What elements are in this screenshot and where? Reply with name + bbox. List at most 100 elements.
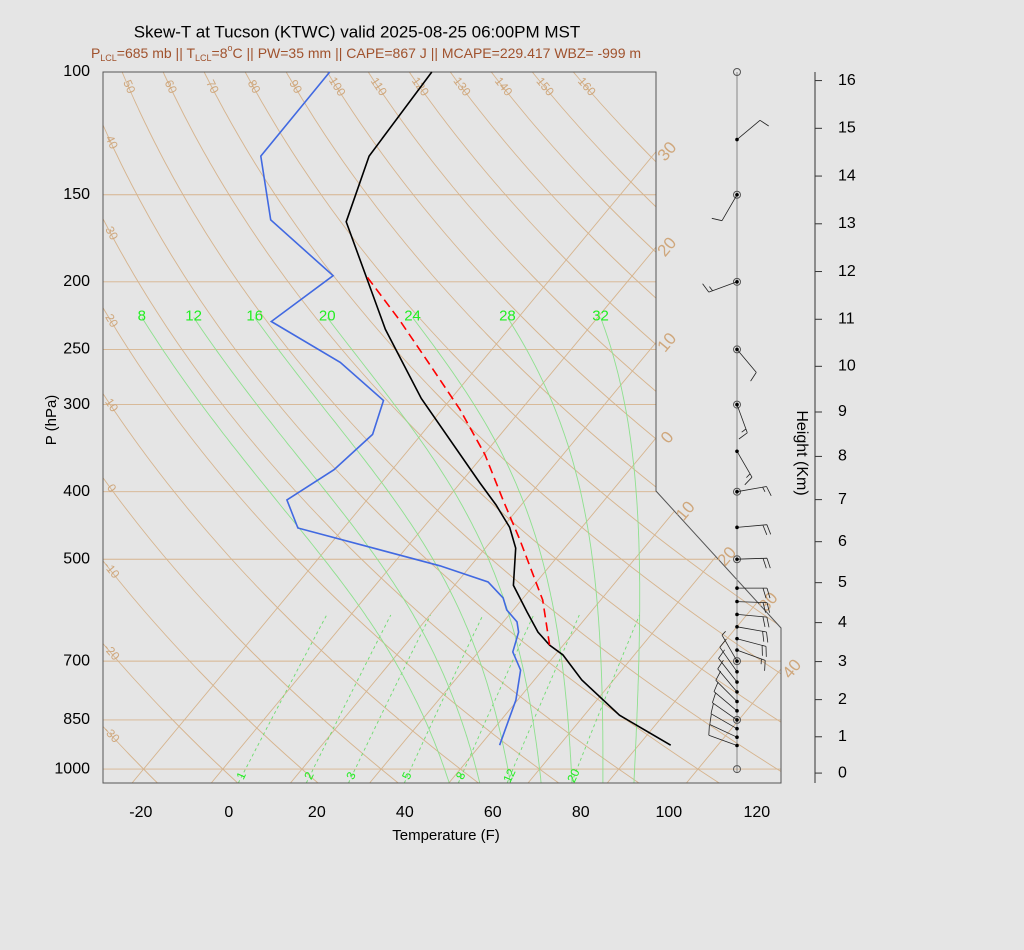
plot-border (102, 71, 782, 784)
moist-adiabat-label: 16 (246, 307, 263, 324)
dry-adiabat (285, 72, 781, 783)
y2-tick-label: 6 (838, 533, 847, 550)
y2-tick-label: 4 (838, 614, 847, 631)
dry-adiabat-label: 80 (245, 77, 264, 96)
wind-barb (715, 670, 738, 702)
x-tick-label: 120 (743, 804, 770, 821)
wind-level-dot (735, 669, 739, 674)
y2-tick-label: 10 (838, 358, 856, 375)
mixing-ratio-line (571, 614, 640, 783)
y2-tick-label: 5 (838, 574, 847, 591)
mandatory-level-circle (733, 68, 741, 76)
wind-level-dot (735, 192, 739, 197)
y2-tick-label: 3 (838, 653, 847, 670)
wind-barb (736, 614, 770, 628)
moist-adiabat (141, 317, 450, 783)
y-tick-label: 200 (63, 273, 90, 290)
y2-tick-label: 14 (838, 167, 856, 184)
dry-adiabat (449, 72, 781, 783)
dry-adiabat-label: 90 (286, 77, 305, 96)
mixing-ratio-line (305, 614, 392, 783)
chart-subtitle: PLCL=685 mb || TLCL=8oC || PW=35 mm || C… (91, 43, 641, 63)
wind-level-dot (735, 137, 739, 142)
dry-adiabat (103, 72, 640, 783)
wind-barb (721, 631, 738, 662)
y-tick-label: 150 (63, 186, 90, 203)
wind-barb (713, 681, 738, 712)
wind-level-dot (735, 625, 739, 629)
wind-level-dot (735, 402, 739, 407)
subtitle-part: o (228, 43, 233, 53)
dry-adiabat (103, 72, 319, 783)
wind-barb (711, 194, 738, 222)
wind-barb (737, 587, 771, 599)
wind-level-dot (735, 726, 739, 731)
y2-tick-label: 8 (838, 448, 847, 465)
dry-adiabat-label: 60 (162, 78, 181, 96)
y-tick-label: 250 (63, 341, 90, 358)
y2-tick-label: 7 (838, 491, 847, 508)
mixing-ratio-label: 20 (564, 766, 582, 784)
wind-barb (736, 349, 757, 382)
mandatory-level-circle (733, 190, 741, 199)
y2-axis-label: Height (Km) (793, 410, 810, 495)
dry-adiabat-label: 30 (102, 224, 121, 243)
wind-level-dot (735, 648, 739, 652)
mixing-ratio-label: 12 (500, 766, 518, 784)
mixing-ratio-line (348, 614, 431, 783)
mandatory-level-circle (733, 487, 741, 496)
dry-adiabat (244, 72, 781, 783)
moist-adiabat-label: 32 (592, 307, 609, 324)
subtitle-part: LCL (195, 53, 212, 63)
wind-barb (736, 557, 771, 569)
y2-tick-label: 16 (838, 72, 856, 89)
wind-barb (718, 649, 738, 683)
dry-adiabat-label: 40 (103, 133, 121, 151)
moist-adiabat (254, 317, 511, 783)
mandatory-level-circle (733, 400, 741, 409)
y-tick-label: 700 (63, 652, 90, 669)
subtitle-part: P (91, 45, 100, 61)
x-tick-label: 20 (308, 804, 326, 821)
wind-level-dot (735, 347, 739, 352)
y-tick-label: 1000 (54, 760, 90, 777)
mandatory-level-circle (733, 657, 741, 666)
mandatory-level-circle (733, 345, 741, 354)
wind-level-dot (735, 612, 739, 617)
moist-adiabat (193, 317, 481, 783)
wind-level-dot (735, 709, 739, 713)
y2-tick-label: 11 (838, 310, 855, 327)
wind-level-dot (735, 743, 739, 748)
wind-level-dot (735, 489, 739, 494)
y2-tick-label: 15 (838, 120, 856, 137)
wind-barb (736, 404, 748, 440)
dry-adiabat (103, 72, 399, 783)
wind-barb (736, 451, 753, 486)
wind-level-dot (735, 586, 739, 590)
x-tick-label: 60 (484, 804, 502, 821)
subtitle-part: LCL (100, 53, 117, 63)
wind-barb (736, 626, 769, 643)
wind-level-dot (735, 659, 739, 663)
dry-adiabat-label: 50 (120, 78, 138, 96)
mixing-ratio-line (457, 614, 535, 783)
dry-adiabat-label: 70 (203, 77, 222, 96)
mandatory-level-circle (733, 277, 741, 286)
wind-barb (717, 659, 738, 693)
x-tick-label: 40 (396, 804, 414, 821)
dry-adiabat (121, 72, 781, 783)
wind-level-dot (735, 557, 739, 562)
mandatory-level-circle (733, 715, 741, 724)
wind-level-dot (735, 718, 739, 722)
y2-tick-label: 2 (838, 691, 847, 708)
moist-adiabat-label: 24 (404, 307, 421, 324)
wind-level-dot (735, 699, 739, 704)
wind-level-dot (735, 690, 739, 694)
wind-level-dot (735, 636, 739, 641)
wind-barb (736, 119, 769, 140)
y2-tick-label: 1 (838, 728, 847, 745)
moist-adiabat (326, 317, 542, 783)
sounding-line (345, 71, 672, 746)
wind-barb (736, 486, 772, 496)
